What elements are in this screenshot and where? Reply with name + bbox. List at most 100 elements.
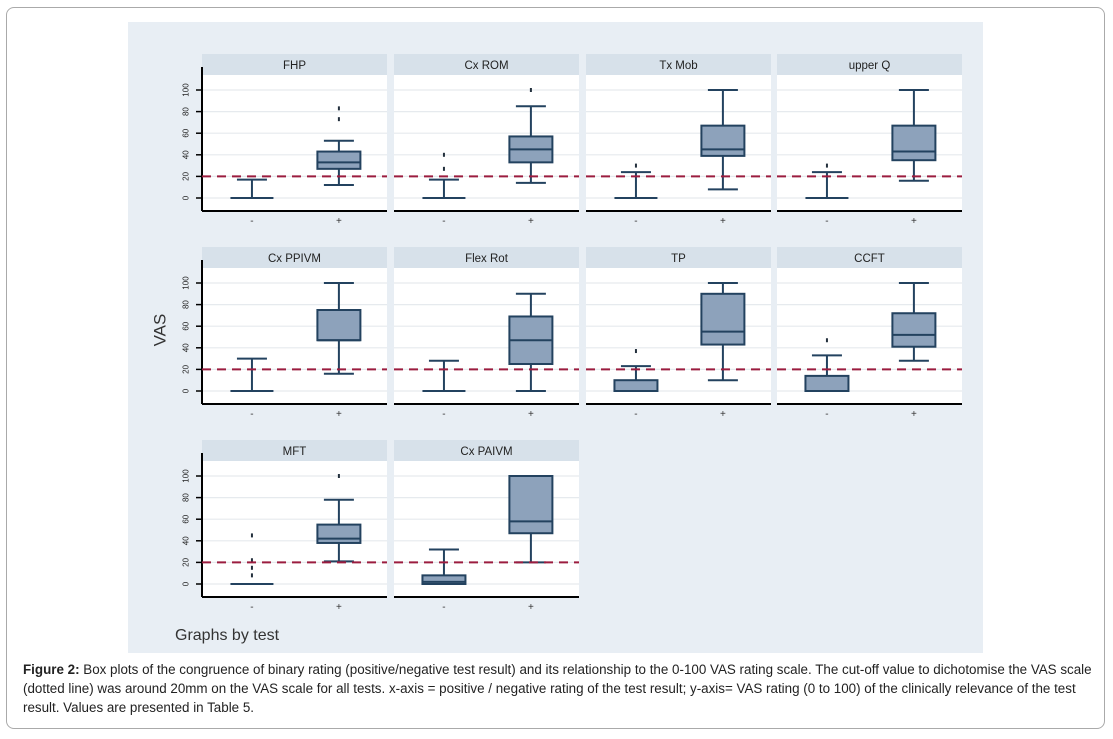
panel-title: upper Q <box>849 60 891 72</box>
box-negative <box>230 178 274 199</box>
box-positive <box>700 282 746 382</box>
y-tick-label: 20 <box>182 557 191 566</box>
y-tick-label: 0 <box>182 195 191 200</box>
x-tick-label: - <box>442 602 445 613</box>
panel-ccft: CCFT - + <box>777 247 962 420</box>
panel-strip <box>394 54 579 75</box>
panel-upper-q: upper Q - + <box>777 54 962 227</box>
y-tick-label: 40 <box>182 536 191 545</box>
y-tick-label: 60 <box>182 128 191 137</box>
x-tick-label: - <box>825 409 828 420</box>
caption-text: Box plots of the congruence of binary ra… <box>23 662 1092 715</box>
x-tick-label: - <box>442 409 445 420</box>
panel-strip <box>777 247 962 268</box>
box-negative <box>804 338 850 393</box>
x-tick-label: + <box>528 602 534 613</box>
x-tick-label: - <box>825 216 828 227</box>
graphs-by-note: Graphs by test <box>175 627 280 644</box>
outlier-point <box>250 533 253 538</box>
x-tick-label: - <box>634 216 637 227</box>
y-tick-label: 100 <box>182 469 191 483</box>
panel-strip <box>202 440 387 461</box>
box-iqr <box>891 312 937 348</box>
box-negative <box>422 359 466 392</box>
panel-strip <box>394 247 579 268</box>
y-tick-label: 60 <box>182 321 191 330</box>
panel-tx-mob: Tx Mob - + <box>586 54 771 227</box>
y-tick-label: 0 <box>182 581 191 586</box>
x-tick-label: + <box>336 216 342 227</box>
caption-label: Figure 2: <box>23 662 80 677</box>
outlier-point <box>529 88 532 92</box>
box-positive <box>700 89 746 191</box>
box-negative <box>613 349 659 393</box>
box-iqr <box>804 374 850 393</box>
panel-strip <box>586 54 771 75</box>
panel-title: TP <box>671 253 686 265</box>
y-tick-label: 20 <box>182 171 191 180</box>
box-iqr <box>421 574 467 585</box>
y-tick-label: 60 <box>182 514 191 523</box>
panel-cx-ppivm: Cx PPIVM - +0 20 40 60 80 100 <box>182 247 387 420</box>
box-negative <box>230 533 274 585</box>
box-iqr <box>700 124 746 157</box>
panel-title: Tx Mob <box>659 60 697 72</box>
outlier-point <box>442 166 445 171</box>
panel-cx-paivm: Cx PAIVM - + <box>394 440 579 613</box>
figure-caption: Figure 2: Box plots of the congruence of… <box>23 660 1093 717</box>
box-positive <box>316 282 362 375</box>
box-positive <box>891 89 937 182</box>
plot-area <box>202 75 387 211</box>
outlier-point <box>337 106 340 111</box>
panel-strip <box>202 247 387 268</box>
outlier-point <box>634 163 637 168</box>
y-tick-label: 0 <box>182 388 191 393</box>
y-tick-label: 20 <box>182 364 191 373</box>
x-tick-label: + <box>720 409 726 420</box>
outlier-point <box>337 474 340 478</box>
panel-title: Flex Rot <box>465 253 509 265</box>
box-iqr <box>613 379 659 393</box>
panel-title: Cx PAIVM <box>460 446 512 458</box>
box-iqr <box>316 523 362 544</box>
x-tick-label: + <box>911 409 917 420</box>
y-tick-label: 100 <box>182 83 191 97</box>
panel-title: MFT <box>283 446 307 458</box>
box-negative <box>422 152 466 199</box>
x-tick-label: + <box>528 216 534 227</box>
panel-strip <box>586 247 771 268</box>
box-iqr <box>316 309 362 342</box>
box-positive <box>508 88 554 184</box>
box-iqr <box>508 475 554 535</box>
panel-strip <box>777 54 962 75</box>
x-tick-label: - <box>442 216 445 227</box>
box-iqr <box>316 150 362 170</box>
y-tick-label: 80 <box>182 107 191 116</box>
box-positive <box>508 292 554 392</box>
y-tick-label: 40 <box>182 150 191 159</box>
outlier-point <box>250 565 253 570</box>
y-tick-label: 100 <box>182 276 191 290</box>
box-positive <box>316 474 362 563</box>
box-iqr <box>891 124 937 162</box>
x-tick-label: + <box>528 409 534 420</box>
x-tick-label: - <box>250 409 253 420</box>
panel-title: CCFT <box>854 253 885 265</box>
panel-strip <box>394 440 579 461</box>
x-tick-label: + <box>336 602 342 613</box>
panel-title: Cx PPIVM <box>268 253 321 265</box>
x-tick-label: + <box>336 409 342 420</box>
outlier-point <box>634 349 637 354</box>
x-tick-label: - <box>250 602 253 613</box>
panel-title: Cx ROM <box>464 60 508 72</box>
x-tick-label: - <box>250 216 253 227</box>
y-axis-label: VAS <box>151 314 170 347</box>
box-iqr <box>700 292 746 346</box>
x-tick-label: + <box>720 216 726 227</box>
outlier-point <box>250 573 253 578</box>
panel-cx-rom: Cx ROM - + <box>394 54 579 227</box>
box-negative <box>230 357 274 392</box>
outlier-point <box>825 163 828 168</box>
panel-mft: MFT - +0 20 40 60 80 100 <box>182 440 387 613</box>
